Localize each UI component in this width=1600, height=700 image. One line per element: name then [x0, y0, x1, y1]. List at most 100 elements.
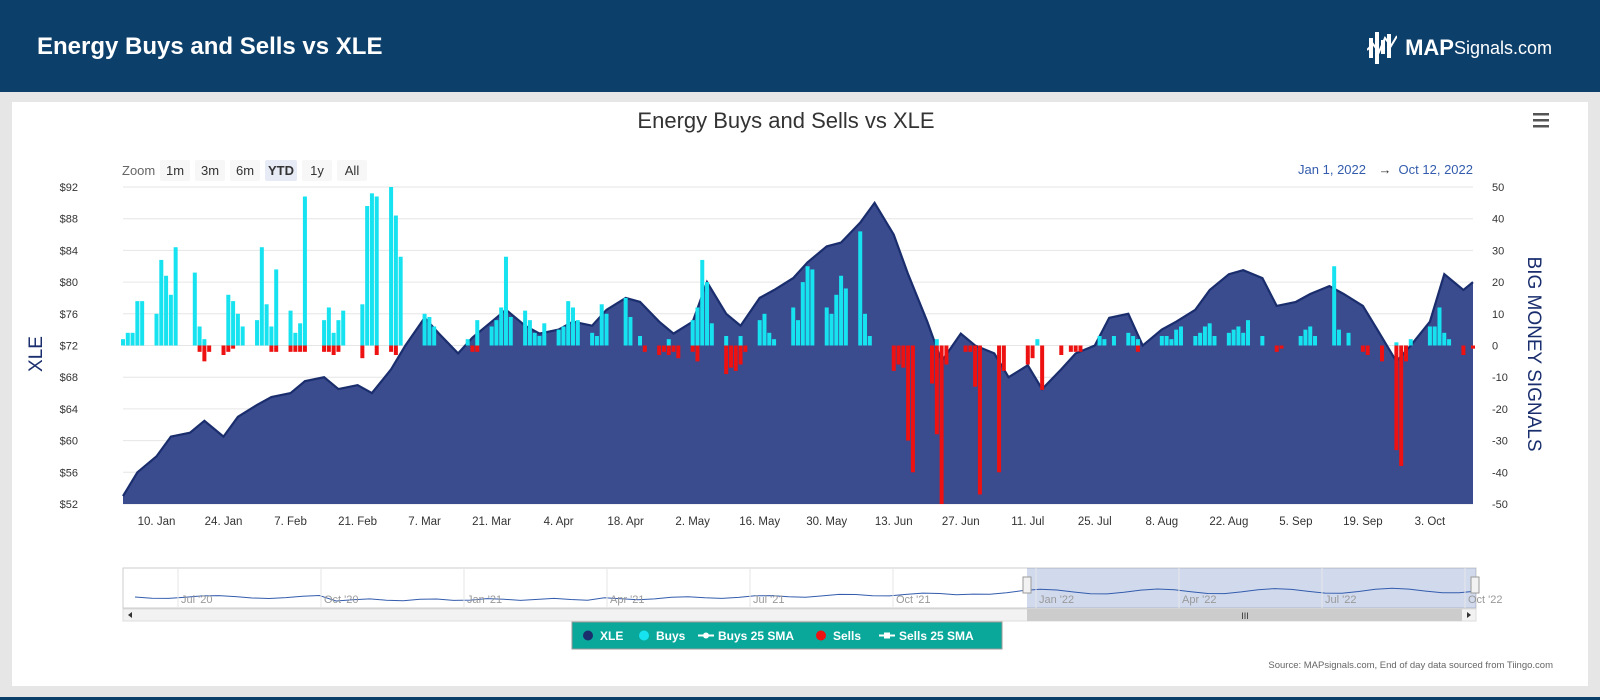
sells-bar[interactable]	[288, 345, 293, 352]
buys-bar[interactable]	[843, 288, 848, 346]
buys-bar[interactable]	[810, 269, 815, 346]
buys-bar[interactable]	[1437, 307, 1442, 346]
sells-bar[interactable]	[977, 345, 982, 495]
buys-bar[interactable]	[724, 335, 729, 346]
zoom-button-1m[interactable]: 1m	[160, 160, 190, 181]
buys-bar[interactable]	[168, 294, 173, 346]
buys-bar[interactable]	[389, 187, 394, 346]
sells-bar[interactable]	[906, 345, 911, 441]
range-from[interactable]: Jan 1, 2022	[1298, 162, 1366, 177]
sells-bar[interactable]	[1073, 345, 1078, 352]
buys-bar[interactable]	[829, 313, 834, 346]
buys-bar[interactable]	[762, 313, 767, 346]
buys-bar[interactable]	[125, 332, 130, 346]
buys-bar[interactable]	[666, 339, 671, 346]
sells-bar[interactable]	[298, 345, 303, 352]
sells-bar[interactable]	[690, 345, 695, 352]
buys-bar[interactable]	[791, 307, 796, 346]
buys-bar[interactable]	[1226, 332, 1231, 346]
legend-item-buys[interactable]: Buys	[639, 629, 686, 643]
buys-bar[interactable]	[796, 320, 800, 346]
buys-bar[interactable]	[475, 320, 480, 346]
scroll-right-arrow-icon[interactable]	[1467, 612, 1471, 618]
buys-bar[interactable]	[336, 320, 341, 346]
buys-bar[interactable]	[858, 231, 863, 346]
zoom-button-3m[interactable]: 3m	[195, 160, 225, 181]
sells-bar[interactable]	[968, 345, 973, 352]
buys-bar[interactable]	[1432, 326, 1437, 346]
sells-bar[interactable]	[1059, 345, 1064, 356]
sells-bar[interactable]	[910, 345, 915, 473]
sells-bar[interactable]	[1279, 345, 1284, 349]
sells-bar[interactable]	[231, 345, 236, 349]
sells-bar[interactable]	[891, 345, 896, 371]
buys-bar[interactable]	[867, 335, 872, 346]
sells-bar[interactable]	[470, 345, 475, 352]
buys-bar[interactable]	[269, 326, 274, 346]
buys-bar[interactable]	[231, 301, 236, 346]
sells-bar[interactable]	[973, 345, 978, 387]
buys-bar[interactable]	[398, 256, 403, 346]
buys-bar[interactable]	[1241, 332, 1246, 346]
navigator-left-handle[interactable]	[1022, 576, 1032, 594]
legend-item-buys-25-sma[interactable]: Buys 25 SMA	[698, 629, 794, 643]
sells-bar[interactable]	[1025, 345, 1030, 365]
buys-bar[interactable]	[1442, 332, 1447, 346]
sells-bar[interactable]	[939, 345, 944, 505]
buys-bar[interactable]	[1102, 339, 1107, 346]
buys-bar[interactable]	[824, 307, 829, 346]
buys-bar[interactable]	[590, 332, 595, 346]
sells-bar[interactable]	[1461, 345, 1466, 356]
sells-bar[interactable]	[1274, 345, 1279, 352]
buys-bar[interactable]	[772, 339, 777, 346]
sells-bar[interactable]	[207, 345, 212, 352]
buys-bar[interactable]	[235, 313, 240, 346]
buys-bar[interactable]	[1408, 339, 1413, 346]
buys-bar[interactable]	[575, 320, 580, 346]
buys-bar[interactable]	[1097, 335, 1102, 346]
buys-bar[interactable]	[1135, 339, 1140, 346]
buys-bar[interactable]	[331, 332, 336, 346]
buys-bar[interactable]	[326, 307, 331, 346]
buys-bar[interactable]	[1159, 335, 1164, 346]
sells-bar[interactable]	[738, 345, 743, 365]
buys-bar[interactable]	[1193, 335, 1198, 346]
legend-item-sells-25-sma[interactable]: Sells 25 SMA	[879, 629, 974, 643]
buys-bar[interactable]	[863, 313, 868, 346]
buys-bar[interactable]	[427, 316, 432, 346]
sells-bar[interactable]	[360, 345, 365, 359]
buys-bar[interactable]	[173, 247, 178, 346]
buys-bar[interactable]	[1198, 332, 1203, 346]
buys-bar[interactable]	[226, 294, 231, 346]
buys-bar[interactable]	[1394, 342, 1399, 346]
buys-bar[interactable]	[561, 326, 566, 346]
sells-bar[interactable]	[197, 345, 202, 352]
buys-bar[interactable]	[374, 196, 379, 346]
buys-bar[interactable]	[537, 335, 542, 346]
hamburger-menu-icon[interactable]	[1533, 113, 1549, 128]
buys-bar[interactable]	[839, 275, 844, 346]
sells-bar[interactable]	[1403, 345, 1408, 362]
buys-bar[interactable]	[566, 301, 571, 346]
sells-bar[interactable]	[733, 345, 738, 371]
buys-bar[interactable]	[767, 332, 772, 346]
buys-bar[interactable]	[465, 339, 470, 346]
buys-bar[interactable]	[1332, 266, 1337, 346]
buys-bar[interactable]	[432, 326, 437, 346]
buys-bar[interactable]	[264, 304, 269, 346]
range-to[interactable]: Oct 12, 2022	[1399, 162, 1473, 177]
buys-bar[interactable]	[302, 196, 307, 346]
buys-bar[interactable]	[556, 329, 561, 346]
buys-bar[interactable]	[1174, 329, 1179, 346]
buys-bar[interactable]	[604, 313, 609, 346]
buys-bar[interactable]	[255, 320, 260, 346]
buys-bar[interactable]	[1202, 326, 1207, 346]
sells-bar[interactable]	[642, 345, 647, 352]
sells-bar[interactable]	[269, 345, 274, 352]
navigator-right-handle[interactable]	[1470, 576, 1480, 594]
buys-bar[interactable]	[1346, 332, 1351, 346]
buys-bar[interactable]	[1236, 326, 1241, 346]
buys-bar[interactable]	[202, 339, 207, 346]
scrollbar-thumb[interactable]	[1027, 609, 1462, 621]
sells-bar[interactable]	[1030, 345, 1035, 359]
